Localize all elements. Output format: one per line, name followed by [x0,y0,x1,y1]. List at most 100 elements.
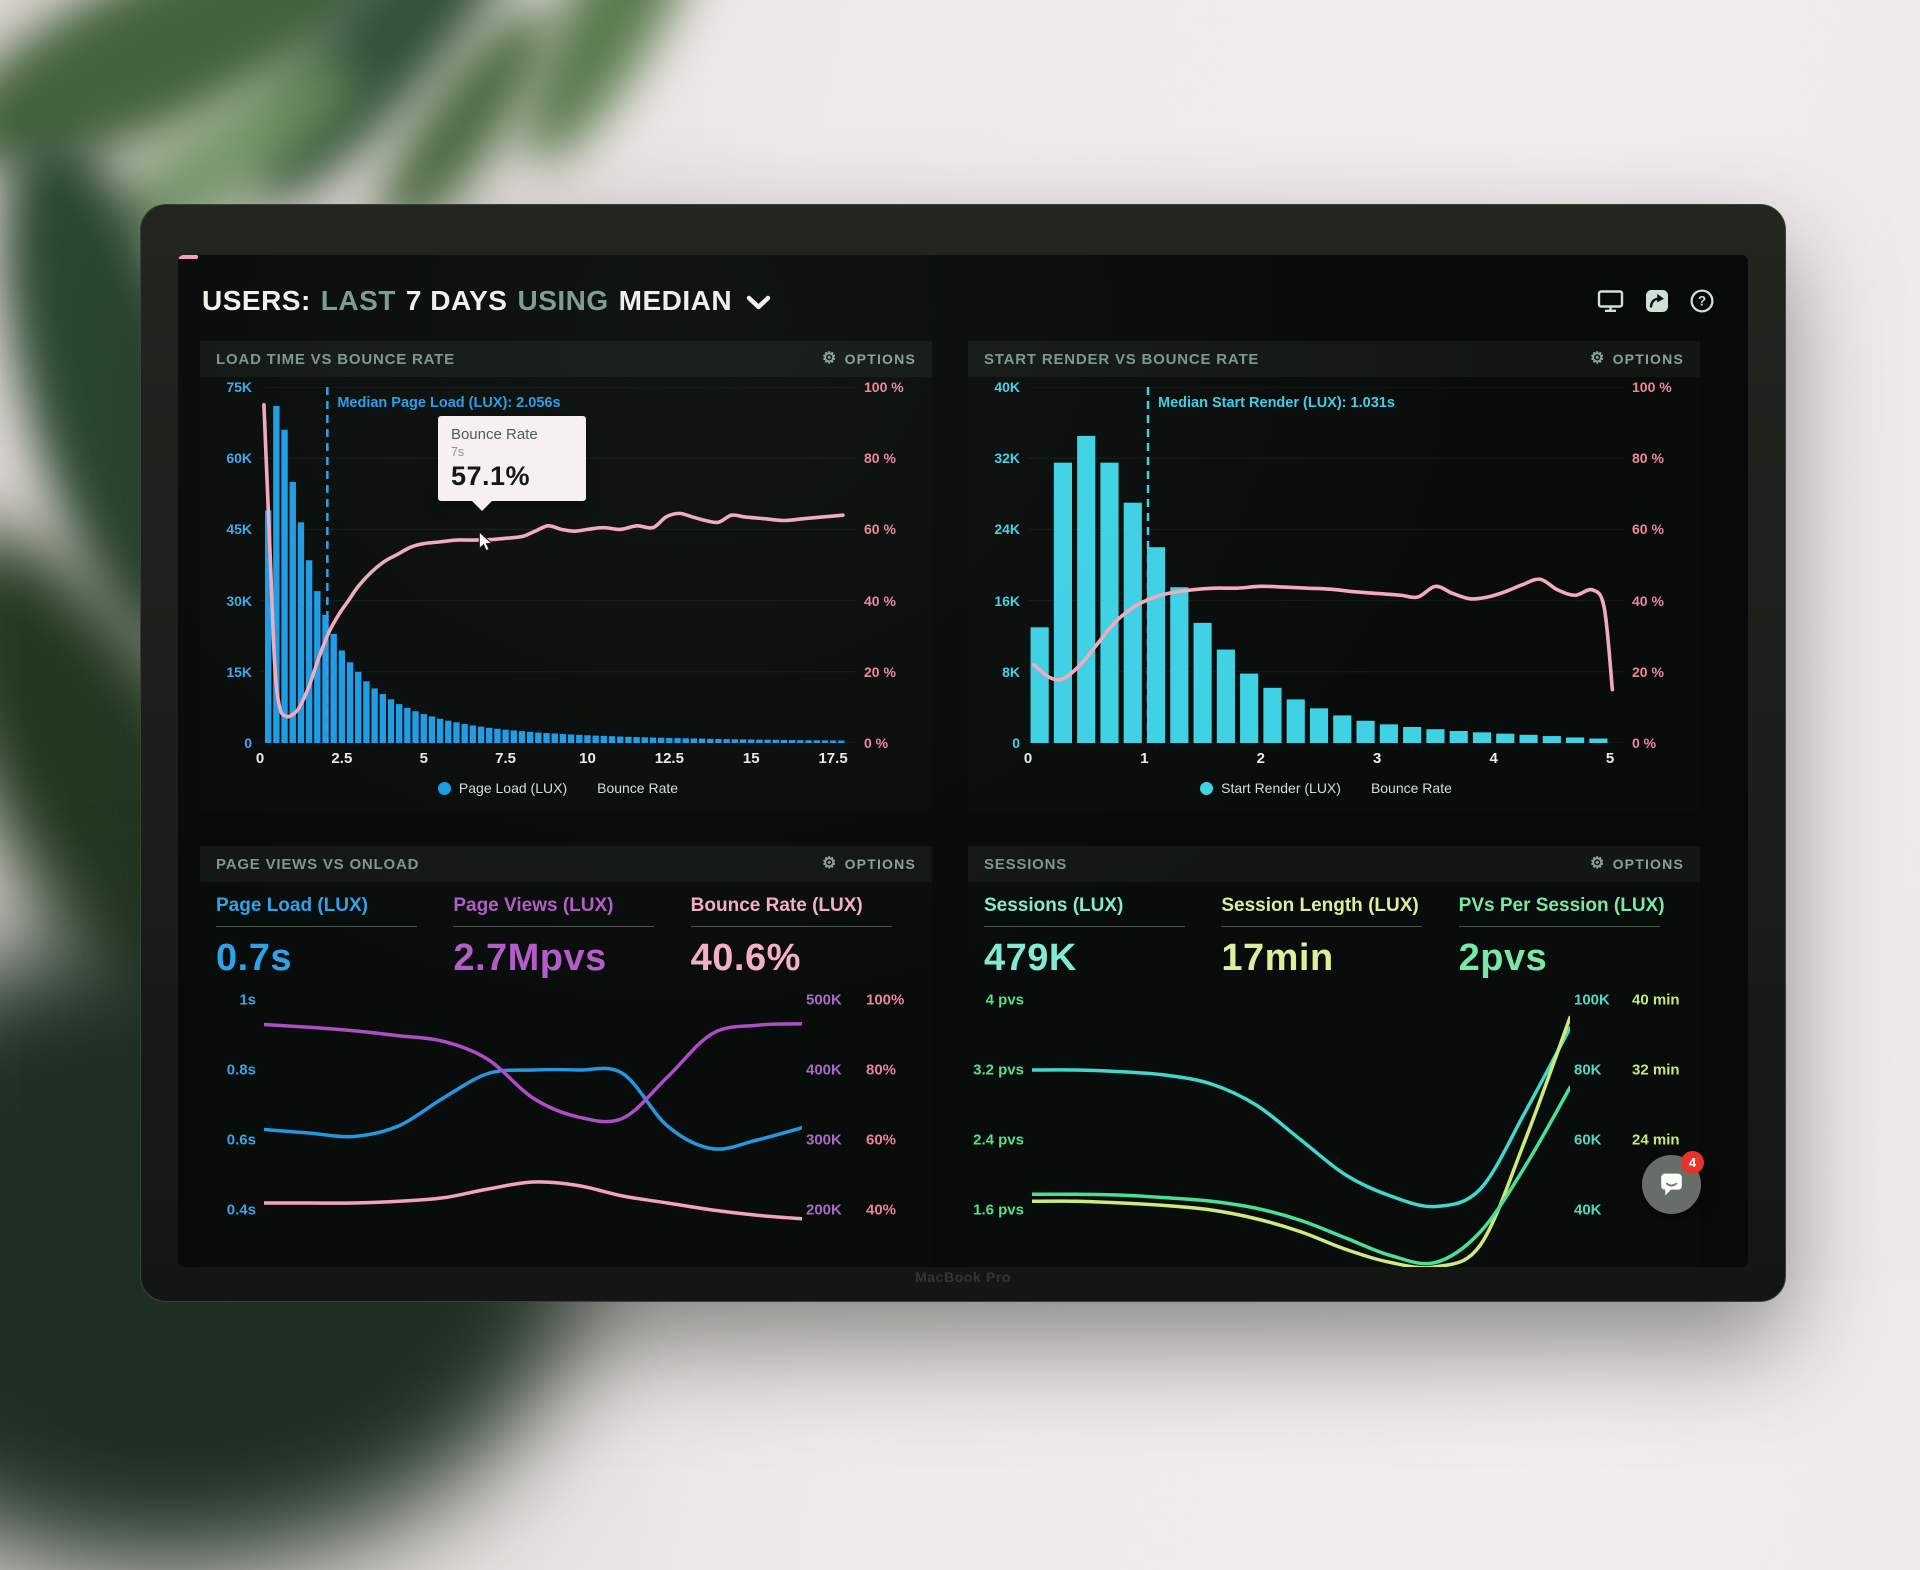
chart-plot-area[interactable]: Median Start Render (LUX): 1.031s [1028,387,1624,743]
axis-tick: 40 % [1632,592,1664,609]
options-button[interactable]: ⚙ OPTIONS [822,855,916,873]
panel-header: SESSIONS ⚙ OPTIONS [968,846,1700,882]
x-axis: 0 1 2 3 4 5 [1024,743,1624,773]
axis-tick: 40 % [864,592,896,609]
metric-page-load: Page Load (LUX) 0.7s [216,895,439,980]
axis-tick: 16K [994,592,1020,609]
axis-tick: 60% [866,1131,897,1149]
line-chart: 1s 0.8s 0.6s 0.4s 500K 400K 300K 200K 100% 80% 60… [200,980,932,1267]
axis-tick: 75K [226,379,252,395]
median-annotation: Median Page Load (LUX): 2.056s [337,395,561,411]
axis-tick: 4 pvs [985,991,1024,1009]
axis-tick: 60 % [1632,521,1664,538]
axis-tick: 20 % [864,663,896,680]
chart-svg [260,387,856,743]
chat-bubble-button[interactable]: 4 [1642,1151,1704,1214]
title-part: LAST [320,285,396,316]
options-button[interactable]: ⚙ OPTIONS [1590,855,1684,873]
axis-tick: 80K [1574,1061,1602,1079]
axis-tick: 200K [806,1201,842,1219]
series-line [264,1180,802,1221]
series-line [1032,1015,1570,1267]
chart-plot-area[interactable]: Median Page Load (LUX): 2.056s Bounce Ra… [260,387,856,743]
chart-plot-area[interactable] [264,988,802,1267]
axis-tick: 3.2 pvs [973,1061,1024,1079]
help-icon[interactable]: ? [1690,289,1714,313]
laptop-screen: USERS: LAST 7 DAYS USING MEDIAN ? [178,255,1748,1267]
share-icon[interactable] [1645,289,1669,313]
axis-tick: 4 [1489,750,1498,767]
laptop: USERS: LAST 7 DAYS USING MEDIAN ? [140,204,1786,1302]
series-line [264,1022,802,1124]
chart-plot-area[interactable] [1032,988,1570,1267]
axis-tick: 80% [866,1061,897,1079]
line-chart: 4 pvs 3.2 pvs 2.4 pvs 1.6 pvs 100K 80K 60K 40K… [968,980,1700,1267]
axis-tick: 60K [1574,1131,1602,1149]
metric-sessions: Sessions (LUX) 479K [984,895,1207,980]
panel-sessions: SESSIONS ⚙ OPTIONS Sessions (LUX) 479K Se… [968,846,1700,1267]
axis-tick: 0.8s [226,1061,256,1079]
legend-item-page-load[interactable]: Page Load (LUX) [437,780,567,796]
metric-pvs-per-session: PVs Per Session (LUX) 2pvs [1458,895,1665,979]
axis-tick: 20 % [1632,663,1664,680]
chevron-down-icon[interactable] [746,295,771,311]
y-axis-left: 4 pvs 3.2 pvs 2.4 pvs 1.6 pvs [973,988,1032,1267]
title-part: USERS: [202,285,311,316]
axis-tick: 0.4s [226,1201,256,1219]
series-line [264,1066,802,1151]
axis-tick: 40% [866,1201,897,1219]
x-axis: 0 2.5 5 7.5 10 12.5 15 17.5 [256,743,856,773]
toolbar: ? [1597,289,1714,313]
panel-header: LOAD TIME VS BOUNCE RATE ⚙ OPTIONS [200,341,932,377]
combo-chart: 75K 60K 45K 30K 15K 0 Median Page Load (LUX):… [178,255,932,803]
axis-tick: 0 [1012,735,1020,751]
title-part: MEDIAN [618,285,733,316]
metrics-row: Sessions (LUX) 479K Session Length (LUX)… [968,882,1700,980]
y-axis-left: 1s 0.8s 0.6s 0.4s [206,988,264,1267]
axis-tick: 0 % [1632,735,1657,751]
legend-item-bounce-rate[interactable]: Bounce Rate [178,255,1452,796]
panel-title: LOAD TIME VS BOUNCE RATE [216,350,455,368]
gear-icon: ⚙ [822,350,838,367]
axis-tick: 3 [1373,750,1382,767]
gear-icon: ⚙ [822,855,838,872]
display-icon[interactable] [1597,289,1624,313]
gear-icon: ⚙ [1590,855,1606,872]
tooltip-subtitle: 7s [450,444,465,459]
gear-icon: ⚙ [1590,350,1606,367]
metric-bounce-rate: Bounce Rate (LUX) 40.6% [690,895,914,980]
median-annotation: Median Start Render (LUX): 1.031s [1158,395,1395,411]
axis-tick: 40 min [1632,991,1680,1009]
axis-tick: 5 [419,750,428,767]
axis-tick: 32 min [1632,1061,1680,1079]
chart-svg [1028,387,1624,743]
axis-tick: 0 [244,735,252,751]
axis-tick: 400K [806,1061,842,1079]
chat-bubble-icon [1661,1173,1682,1196]
axis-tick: 300K [806,1131,842,1149]
axis-tick: 0 [1023,750,1033,767]
combo-chart: 40K 32K 24K 16K 8K 0 Median Start Render (LUX… [178,255,1700,803]
axis-tick: 1 [1140,750,1149,767]
axis-tick: 80 % [1632,450,1664,467]
axis-tick: 2.5 [331,750,353,767]
series-line [1032,1085,1570,1266]
y-axis-right: 500K 400K 300K 200K 100% 80% 60% 40% [802,988,922,1267]
page-title: USERS: LAST 7 DAYS USING MEDIAN [202,285,771,317]
legend-item-start-render[interactable]: Start Render (LUX) [1200,780,1341,796]
legend-item-bounce-rate[interactable]: Bounce Rate [178,255,678,796]
chart-svg [264,1022,802,1221]
y-axis-left: 40K 32K 24K 16K 8K 0 [974,379,1028,751]
options-button[interactable]: ⚙ OPTIONS [1590,350,1684,368]
axis-tick: 0 % [864,735,889,751]
axis-tick: 7.5 [495,750,517,767]
y-axis-right: 100 % 80 % 60 % 40 % 20 % 0 % [856,379,922,751]
axis-tick: 10 [579,750,596,767]
chart-legend: Page Load (LUX) Bounce Rate [178,255,856,803]
panel-page-views-vs-onload: PAGE VIEWS VS ONLOAD ⚙ OPTIONS Page Load … [200,846,932,1267]
bars-layer [1030,435,1608,743]
y-axis-right: 100K 80K 60K 40K 40 min 32 min 24 min [1570,988,1690,1267]
axis-tick: 40K [1574,1201,1602,1219]
options-button[interactable]: ⚙ OPTIONS [822,350,916,368]
laptop-brand-label: MacBook Pro [914,1269,1012,1285]
